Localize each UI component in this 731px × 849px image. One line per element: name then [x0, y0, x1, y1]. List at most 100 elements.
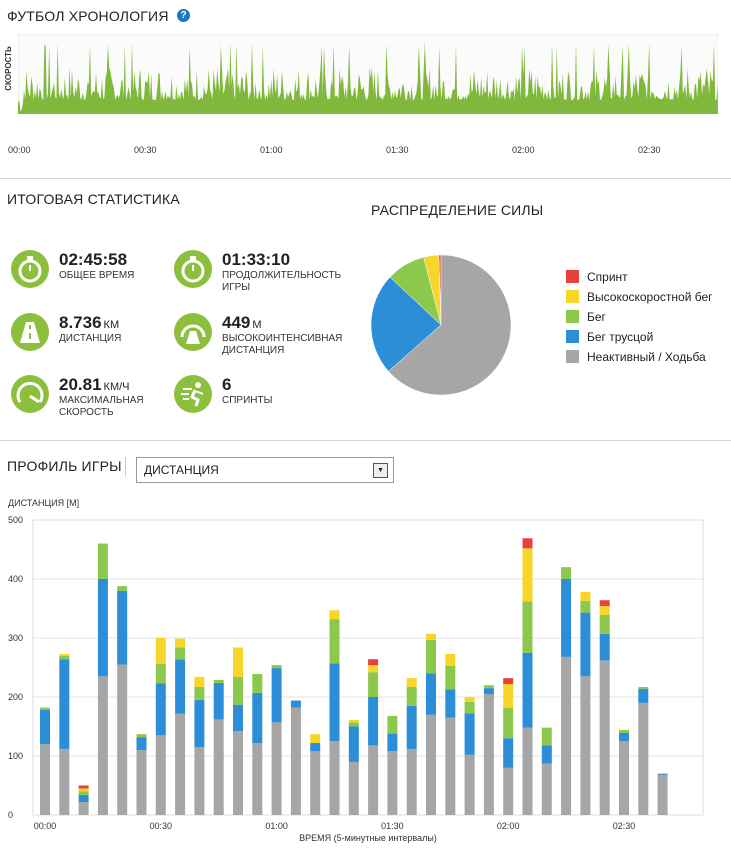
x-axis-label: ВРЕМЯ (5-минутные интервалы) [299, 833, 437, 843]
pie-slice-inactive [388, 254, 512, 396]
legend-swatch [566, 330, 579, 343]
bar-segment [638, 688, 649, 703]
bar-segment [329, 619, 340, 664]
bar-segment [194, 686, 205, 700]
bar-segment [464, 754, 475, 815]
stat-unit: М [252, 319, 262, 331]
legend-swatch [566, 310, 579, 323]
bar-segment [117, 586, 128, 591]
stat-label: МАКСИМАЛЬНАЯ СКОРОСТЬ [59, 395, 144, 418]
timeline-title: ФУТБОЛ ХРОНОЛОГИЯ [7, 8, 169, 24]
timeline-ylabel: СКОРОСТЬ [3, 46, 13, 91]
y-tick-label: 200 [8, 692, 23, 702]
timeline-section: ФУТБОЛ ХРОНОЛОГИЯ ? СКОРОСТЬ 00:00 00:30 0… [0, 0, 731, 178]
bar-segment [348, 720, 359, 723]
bar-segment [175, 638, 186, 648]
bar-segment [368, 745, 379, 815]
bar-segment [599, 660, 610, 815]
bar-segment [155, 663, 166, 684]
x-tick-label: 01:00 [265, 821, 288, 831]
power-title: РАСПРЕДЕЛЕНИЕ СИЛЫ [371, 202, 544, 218]
stopwatch-icon [11, 250, 49, 288]
bar-segment [426, 633, 436, 640]
summary-section: ИТОГОВАЯ СТАТИСТИКА РАСПРЕДЕЛЕНИЕ СИЛЫ [0, 179, 731, 440]
bar-segment [59, 659, 70, 749]
help-icon[interactable]: ? [177, 9, 190, 22]
bar-segment [290, 700, 301, 708]
bar-segment [503, 707, 514, 739]
bar-segment [464, 701, 475, 714]
legend-swatch [566, 350, 579, 363]
x-tick-label: 00:00 [34, 821, 57, 831]
stat-label: СПРИНТЫ [222, 395, 273, 406]
bar-segment [213, 682, 224, 720]
summary-title: ИТОГОВАЯ СТАТИСТИКА [7, 191, 180, 207]
bar-segment [78, 794, 89, 803]
bar-segment [78, 802, 89, 815]
bar-segment [136, 734, 147, 738]
legend-label: Спринт [587, 270, 628, 284]
bar-segment [522, 548, 533, 602]
bar-segment [271, 722, 282, 815]
metric-select[interactable]: ДИСТАНЦИЯ ▼ [136, 457, 394, 483]
chevron-down-icon[interactable]: ▼ [373, 463, 388, 478]
stat-value: 02:45:58 [59, 250, 128, 269]
y-tick-label: 500 [8, 515, 23, 525]
bar-segment [233, 647, 243, 677]
bar-segment [522, 652, 533, 728]
x-tick-label: 01:30 [381, 821, 404, 831]
bar-segment [561, 579, 572, 657]
bar-segment [252, 692, 263, 744]
bar-segment [97, 579, 108, 677]
y-tick-label: 300 [8, 633, 23, 643]
distance-bar-chart: 0 100 200 300 400 500 00:00 00:30 01:00 01:30 02:0… [8, 515, 704, 843]
bar-segment [387, 751, 398, 815]
bar-segment [40, 707, 50, 710]
bar-segment [619, 741, 629, 815]
bar-segment [657, 774, 668, 815]
bar-segment [368, 659, 379, 666]
bar-segment [348, 726, 359, 762]
bar-segment [580, 600, 591, 613]
bar-segment [387, 715, 398, 734]
legend-label: Неактивный / Ходьба [587, 350, 706, 364]
bar-segment [406, 705, 417, 749]
timeline-speed-area [18, 42, 718, 114]
bar-segment [40, 709, 50, 745]
bar-segment [78, 791, 89, 795]
bar-segment [464, 697, 475, 702]
bar-segment [483, 685, 494, 689]
timeline-tick-label: 01:00 [260, 145, 283, 155]
bar-segment [290, 707, 301, 815]
bar-segment [329, 610, 340, 620]
bar-segment [348, 761, 359, 815]
x-tick-label: 00:30 [150, 821, 173, 831]
timeline-tick-label: 01:30 [386, 145, 409, 155]
stat-label: ОБЩЕЕ ВРЕМЯ [59, 270, 135, 281]
bar-segment [619, 732, 629, 742]
bar-segment [310, 743, 321, 752]
bar-segment [445, 689, 456, 718]
bar-segment [348, 722, 359, 727]
bar-segment [252, 673, 263, 693]
timeline-tick-label: 00:00 [8, 145, 31, 155]
road-icon [11, 313, 49, 351]
bar-segment [638, 702, 649, 815]
bar-segment [522, 601, 533, 653]
bar-segment [426, 639, 436, 674]
stopwatch-icon [174, 250, 212, 288]
timeline-tick-label: 00:30 [134, 145, 157, 155]
stat-value: 449 [222, 313, 251, 332]
legend-swatch [566, 270, 579, 283]
bar-segment [638, 686, 649, 689]
bar-segment [503, 684, 514, 708]
bar-segment [175, 713, 186, 815]
bar-segment [78, 788, 89, 792]
bar-segment [233, 676, 243, 705]
bar-segment [233, 704, 243, 732]
stat-label: ПРОДОЛЖИТЕЛЬНОСТЬ ИГРЫ [222, 270, 342, 293]
legend-label: Высокоскоростной бег [587, 290, 713, 304]
timeline-tick-label: 02:00 [512, 145, 535, 155]
bar-segment [657, 773, 668, 775]
bar-segment [561, 567, 572, 579]
